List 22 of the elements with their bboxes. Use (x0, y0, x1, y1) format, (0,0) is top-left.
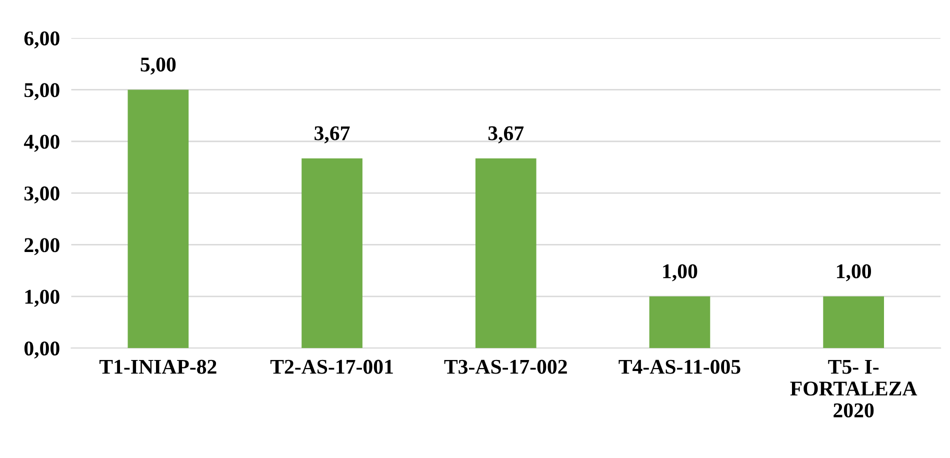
y-tick-label: 1,00 (25, 290, 60, 307)
data-label: 3,67 (488, 126, 524, 144)
data-label: 3,67 (314, 126, 350, 144)
y-tick-label: 3,00 (24, 186, 60, 204)
bar (823, 296, 884, 348)
x-tick-label: T2-AS-17-001 (270, 360, 393, 374)
y-tick-label: 4,00 (24, 134, 60, 152)
bar (475, 158, 536, 348)
x-tick-label: T3-AS-17-002 (444, 360, 567, 374)
x-tick-label: T5- I- FORTALEZA 2020 (790, 360, 918, 418)
y-tick-label: 6,00 (24, 31, 60, 48)
bar (649, 296, 710, 348)
bar (128, 90, 189, 348)
data-label: 5,00 (140, 58, 176, 75)
y-tick-label: 2,00 (24, 238, 60, 256)
y-tick-label: 5,00 (24, 83, 60, 100)
bar (302, 158, 362, 348)
x-tick-label: T4-AS-11-005 (618, 360, 740, 374)
data-label: 1,00 (663, 264, 698, 282)
data-label: 1,00 (837, 264, 872, 282)
y-tick-label: 0,00 (24, 341, 60, 359)
x-tick-label: T1-INIAP-82 (99, 360, 216, 374)
